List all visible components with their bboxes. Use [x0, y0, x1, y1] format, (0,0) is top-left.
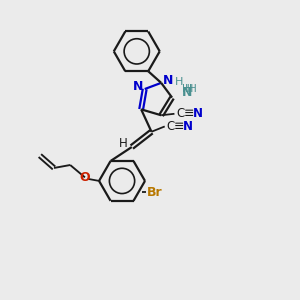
- Text: N: N: [193, 107, 203, 120]
- Text: H: H: [119, 137, 128, 150]
- Text: N: N: [163, 74, 173, 87]
- Text: N: N: [182, 86, 193, 99]
- Text: ≡: ≡: [184, 107, 194, 120]
- Text: Br: Br: [147, 186, 163, 199]
- Text: H: H: [175, 77, 184, 87]
- Text: N: N: [133, 80, 143, 94]
- Text: C: C: [166, 120, 174, 133]
- Text: O: O: [80, 171, 90, 184]
- Text: H: H: [189, 84, 196, 94]
- Text: H: H: [185, 84, 193, 94]
- Text: C: C: [176, 107, 184, 120]
- Text: ≡: ≡: [174, 120, 184, 133]
- Text: H: H: [182, 84, 190, 94]
- Text: N: N: [183, 120, 193, 133]
